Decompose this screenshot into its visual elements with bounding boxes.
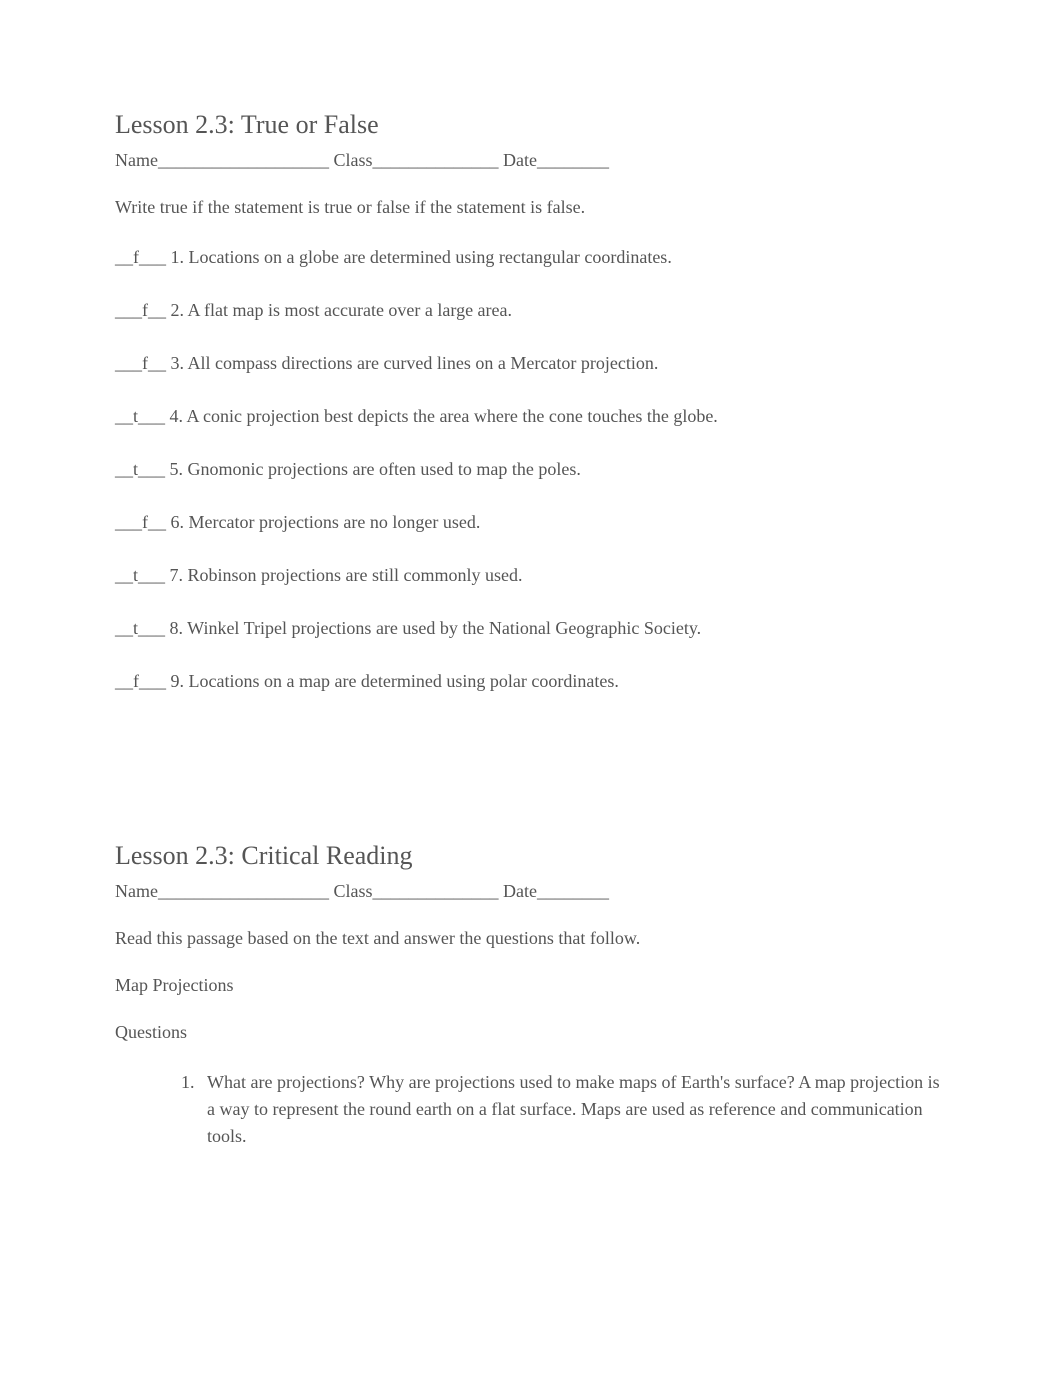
tf-item-1: __f___ 1. Locations on a globe are deter… (115, 244, 947, 271)
questions-label: Questions (115, 1022, 947, 1043)
section2-name-line: Name___________________ Class___________… (115, 881, 947, 902)
passage-title: Map Projections (115, 975, 947, 996)
section1-name-line: Name___________________ Class___________… (115, 150, 947, 171)
tf-item-9: __f___ 9. Locations on a map are determi… (115, 668, 947, 695)
section2-instruction: Read this passage based on the text and … (115, 928, 947, 949)
section1-instruction: Write true if the statement is true or f… (115, 197, 947, 218)
question-item-1: What are projections? Why are projection… (199, 1069, 947, 1150)
tf-item-7: __t___ 7. Robinson projections are still… (115, 562, 947, 589)
tf-item-4: __t___ 4. A conic projection best depict… (115, 403, 947, 430)
tf-item-5: __t___ 5. Gnomonic projections are often… (115, 456, 947, 483)
questions-list: What are projections? Why are projection… (115, 1069, 947, 1150)
tf-item-2: ___f__ 2. A flat map is most accurate ov… (115, 297, 947, 324)
tf-item-6: ___f__ 6. Mercator projections are no lo… (115, 509, 947, 536)
tf-item-8: __t___ 8. Winkel Tripel projections are … (115, 615, 947, 642)
section2-title: Lesson 2.3: Critical Reading (115, 841, 947, 871)
tf-item-3: ___f__ 3. All compass directions are cur… (115, 350, 947, 377)
section1-title: Lesson 2.3: True or False (115, 110, 947, 140)
